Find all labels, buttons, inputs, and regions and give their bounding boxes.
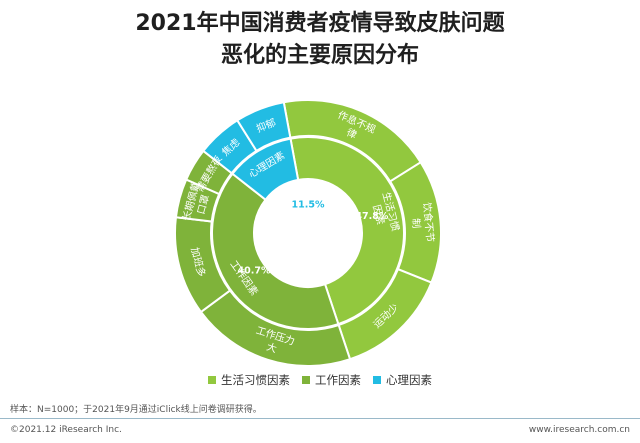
legend-swatch (208, 375, 216, 384)
chart-legend: 生活习惯因素 工作因素 心理因素 (0, 372, 640, 388)
copyright-text: ©2021.12 iResearch Inc. (10, 425, 122, 435)
inner-value-0: 47.8% (355, 211, 388, 222)
chart-title-line2: 恶化的主要原因分布 (220, 43, 419, 68)
outer-label-1: 饮食不节制 (409, 202, 438, 244)
sample-note: 样本：N=1000；于2021年9月通过iClick线上问卷调研获得。 (10, 405, 262, 415)
chart-title-line1: 2021年中国消费者疫情导致皮肤问题 (135, 11, 505, 36)
inner-value-2: 11.5% (292, 200, 325, 211)
outer-segment-8 (235, 101, 292, 153)
legend-item-0: 生活习惯因素 (208, 372, 290, 388)
inner-value-1: 40.7% (238, 266, 271, 277)
website-url: www.iresearch.com.cn (528, 425, 630, 435)
inner-segment-2 (231, 137, 300, 202)
inner-segment-1 (211, 172, 340, 330)
legend-label: 心理因素 (386, 373, 432, 387)
footer-divider (0, 418, 640, 419)
legend-swatch (302, 375, 310, 384)
inner-segment-0 (289, 136, 405, 326)
legend-label: 生活习惯因素 (221, 373, 290, 387)
legend-label: 工作因素 (315, 373, 361, 387)
legend-item-2: 心理因素 (373, 372, 432, 388)
legend-item-1: 工作因素 (302, 372, 361, 388)
legend-swatch (373, 375, 381, 384)
